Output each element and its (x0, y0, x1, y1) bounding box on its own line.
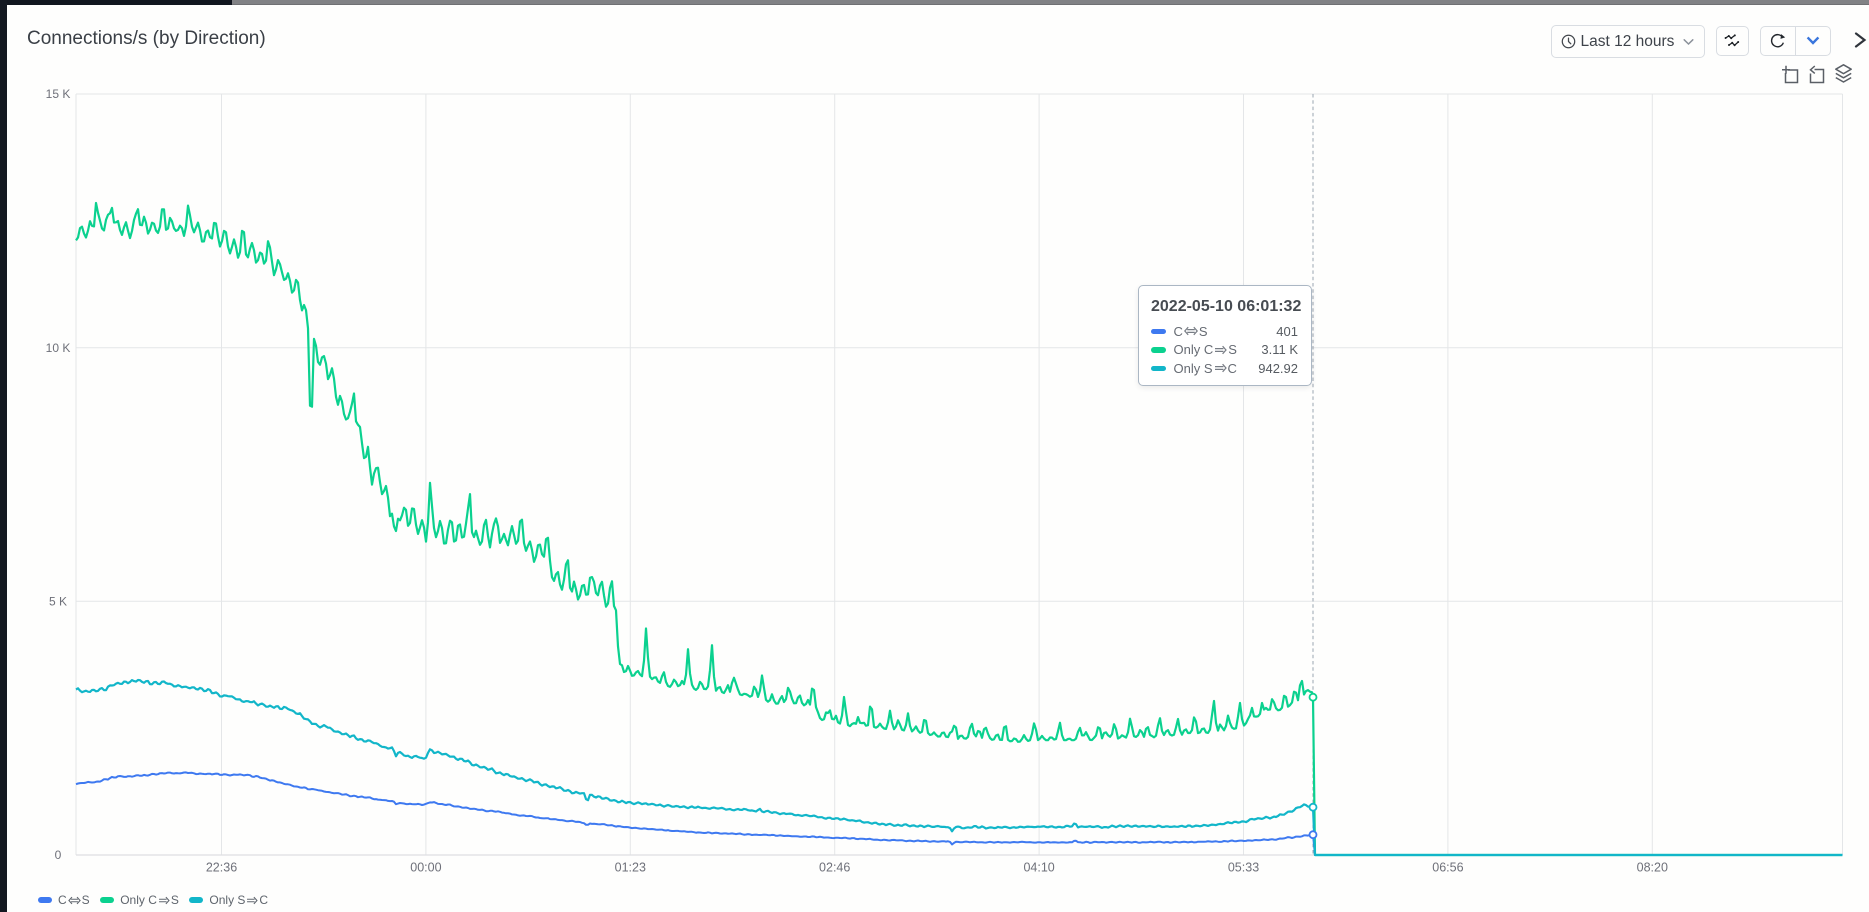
svg-text:0: 0 (55, 848, 62, 862)
svg-text:10 K: 10 K (46, 341, 71, 355)
svg-text:06:56: 06:56 (1432, 861, 1463, 875)
svg-text:00:00: 00:00 (410, 861, 441, 875)
svg-text:02:46: 02:46 (819, 861, 850, 875)
svg-text:08:20: 08:20 (1637, 861, 1668, 875)
svg-text:01:23: 01:23 (615, 861, 646, 875)
svg-text:05:33: 05:33 (1228, 861, 1259, 875)
svg-text:5 K: 5 K (49, 595, 67, 609)
svg-text:15 K: 15 K (46, 87, 71, 101)
svg-text:22:36: 22:36 (206, 861, 237, 875)
svg-text:04:10: 04:10 (1023, 861, 1054, 875)
